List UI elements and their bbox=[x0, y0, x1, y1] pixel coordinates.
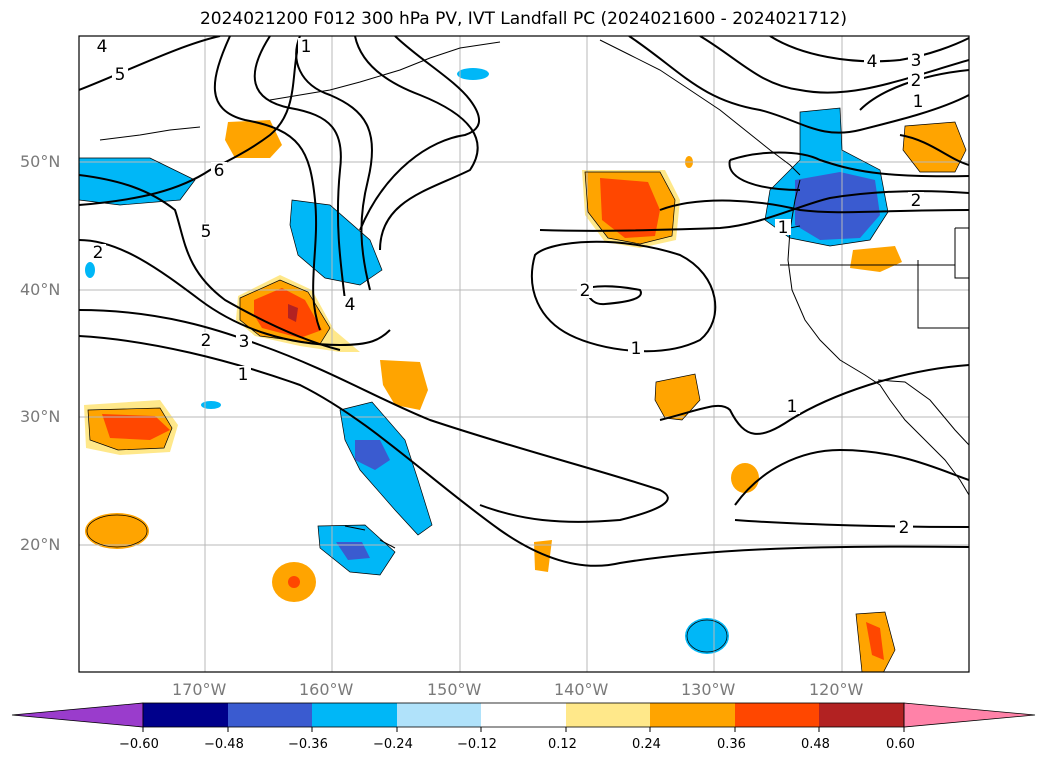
colorbar-tick-label: −0.36 bbox=[288, 737, 328, 752]
shade-red-c4 bbox=[288, 576, 300, 588]
contour-label: 1 bbox=[913, 92, 924, 112]
lon-label: 160°W bbox=[299, 680, 354, 699]
colorbar-arrow-right bbox=[903, 702, 1036, 728]
colorbar-tick-label: −0.24 bbox=[373, 737, 413, 752]
contour-label: 2 bbox=[911, 71, 922, 91]
contour-label: 4 bbox=[345, 295, 356, 315]
colorbar-tick-label: 0.48 bbox=[801, 737, 830, 752]
colorbar-tick-label: 0.24 bbox=[632, 737, 661, 752]
contour-label: 2 bbox=[93, 243, 104, 263]
contour-label: 1 bbox=[238, 365, 249, 385]
map-title: 2024021200 F012 300 hPa PV, IVT Landfall… bbox=[199, 9, 847, 29]
shade-orange-e1 bbox=[655, 374, 700, 420]
colorbar-bin bbox=[735, 703, 819, 727]
shade-indigo-south bbox=[355, 440, 390, 470]
shade-orange-e3 bbox=[534, 540, 552, 572]
colorbar-bin bbox=[650, 703, 735, 727]
map-area: 4 5 6 5 3 2 1 4 2 1 1 1 4 3 2 1 2 1 2 2 … bbox=[79, 36, 969, 672]
coastlines bbox=[99, 39, 969, 549]
shade-orange-c3 bbox=[380, 360, 428, 410]
colorbar-bin bbox=[819, 703, 904, 727]
shade-red-w1 bbox=[102, 414, 170, 440]
lat-label: 50°N bbox=[20, 152, 61, 171]
contour-label: 2 bbox=[911, 191, 922, 211]
colorbar-bin bbox=[143, 703, 228, 727]
pv-shading bbox=[79, 68, 966, 672]
map-frame bbox=[78, 35, 970, 673]
contour-labels: 4 5 6 5 3 2 1 4 2 1 1 1 4 3 2 1 2 1 2 2 … bbox=[90, 37, 926, 538]
lon-label: 170°W bbox=[172, 680, 227, 699]
lat-label: 30°N bbox=[20, 407, 61, 426]
colorbar-bin bbox=[312, 703, 397, 727]
colorbar bbox=[11, 702, 1036, 732]
colorbar-frame bbox=[142, 702, 905, 728]
shade-red-s bbox=[866, 622, 884, 660]
lat-label: 20°N bbox=[20, 535, 61, 554]
lon-label: 150°W bbox=[427, 680, 482, 699]
colorbar-bin bbox=[397, 703, 481, 727]
colorbar-tick-label: 0.36 bbox=[717, 737, 746, 752]
shade-darkred-c1 bbox=[288, 304, 298, 322]
contour-label: 4 bbox=[97, 37, 108, 57]
colorbar-bin bbox=[228, 703, 312, 727]
contour-label: 4 bbox=[867, 52, 878, 72]
lat-label: 40°N bbox=[20, 280, 61, 299]
contour-label: 1 bbox=[631, 339, 642, 359]
contour-label: 3 bbox=[239, 332, 250, 352]
shade-orange-w2 bbox=[85, 513, 149, 549]
lon-label: 140°W bbox=[554, 680, 609, 699]
shade-blue-small1 bbox=[457, 68, 489, 80]
colorbar-arrow-left bbox=[11, 702, 144, 728]
colorbar-tick-label: 0.12 bbox=[548, 737, 577, 752]
shade-blue-small4 bbox=[685, 618, 729, 654]
lon-label: 130°W bbox=[681, 680, 736, 699]
shade-blue-small2 bbox=[85, 262, 95, 278]
contour-label: 6 bbox=[214, 161, 225, 181]
shade-indigo-hawaii bbox=[336, 542, 370, 560]
colorbar-bin bbox=[566, 703, 650, 727]
lon-label: 120°W bbox=[809, 680, 864, 699]
colorbar-tick-label: 0.60 bbox=[886, 737, 915, 752]
shade-orange-c2 bbox=[225, 120, 282, 158]
colorbar-tick-label: −0.12 bbox=[457, 737, 497, 752]
shade-orange-e2 bbox=[731, 463, 759, 493]
contour-label: 2 bbox=[899, 518, 910, 538]
contour-label: 1 bbox=[787, 397, 798, 417]
contour-label: 5 bbox=[115, 65, 126, 85]
colorbar-tick-label: −0.48 bbox=[204, 737, 244, 752]
shade-blue-small3 bbox=[201, 401, 221, 409]
shading-outlines bbox=[79, 107, 967, 672]
contour-label: 1 bbox=[301, 37, 312, 57]
contour-label: 5 bbox=[201, 222, 212, 242]
pv-contours bbox=[79, 36, 969, 567]
shade-blue-south bbox=[340, 402, 432, 535]
shade-blue-central bbox=[290, 200, 382, 285]
shade-indigo-pnw bbox=[795, 172, 880, 240]
shade-blue-nw bbox=[79, 158, 195, 205]
colorbar-tick-label: −0.60 bbox=[119, 737, 159, 752]
contour-label: 2 bbox=[201, 331, 212, 351]
contour-label: 3 bbox=[911, 51, 922, 71]
shade-red-ne bbox=[600, 178, 660, 238]
contour-label: 1 bbox=[778, 218, 789, 238]
colorbar-bin bbox=[481, 703, 566, 727]
contour-label: 2 bbox=[580, 281, 591, 301]
